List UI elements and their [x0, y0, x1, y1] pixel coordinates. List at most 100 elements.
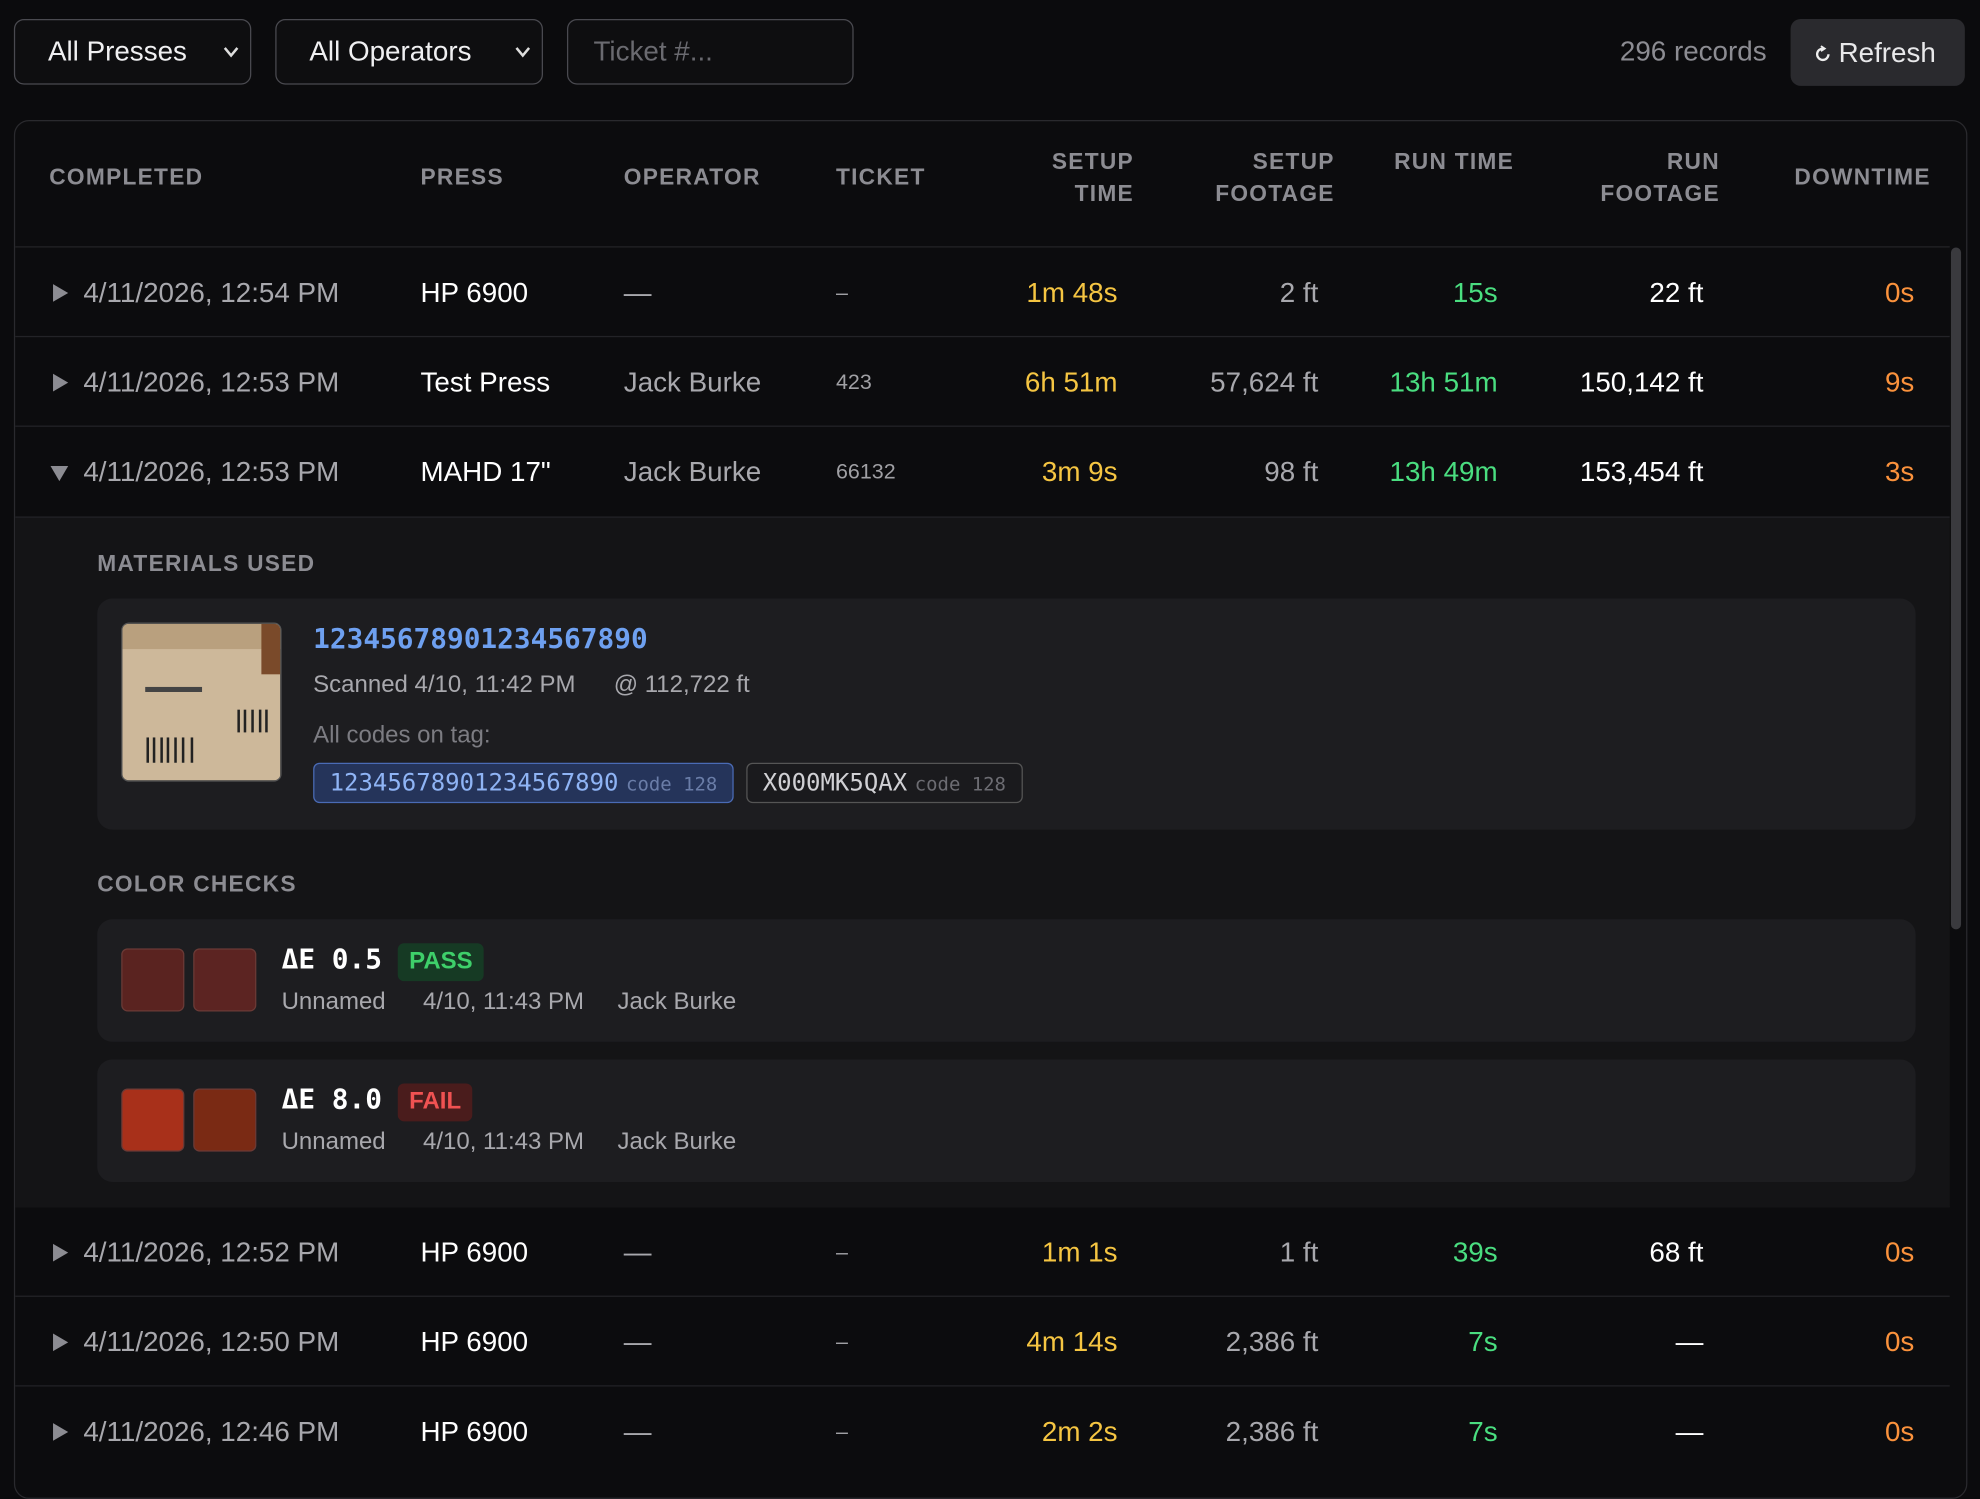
operator-filter[interactable]: All Operators [275, 18, 543, 85]
swatch-target [121, 1088, 185, 1152]
cell: – [835, 1240, 848, 1265]
record-count: 296 records [1619, 35, 1767, 67]
cell: Jack Burke [623, 366, 762, 398]
cell: 4/11/2026, 12:46 PM [83, 1415, 340, 1448]
cell: 15s [1452, 276, 1498, 309]
cell: 13h 49m [1389, 455, 1498, 488]
cell: – [835, 1419, 848, 1444]
cell: 13h 51m [1389, 366, 1498, 398]
ticket-input[interactable]: Ticket #... [566, 18, 854, 85]
check-name: Unnamed [281, 988, 386, 1016]
cell: 2,386 ft [1225, 1325, 1319, 1358]
select-label: All Operators [309, 35, 472, 67]
runs-table: COMPLETED PRESS OPERATOR TICKET SETUP TIME SE… [13, 119, 1968, 1499]
color-check-card: ΔE 8.0 FAIL Unnamed 4/10, 11:43 PM Jack Burk… [97, 1059, 1916, 1182]
expand-arrow [53, 1333, 69, 1352]
status-badge: PASS [397, 943, 485, 982]
cell: 150,142 ft [1579, 366, 1704, 398]
check-time: 4/10, 11:43 PM [423, 1128, 584, 1156]
scrollbar [1950, 247, 1962, 930]
cell: 1m 1s [1041, 1236, 1118, 1268]
cell: 9s [1884, 366, 1915, 398]
cell: 22 ft [1649, 276, 1704, 309]
run-row[interactable]: 4/11/2026, 12:46 PM HP 6900 — – 2m 2s 2,386 f… [15, 1385, 1950, 1476]
refresh-icon [1815, 45, 1830, 62]
chip-code: 12345678901234567890 [329, 769, 619, 797]
material-card: 12345678901234567890 Scanned 4/10, 11:42 … [97, 598, 1916, 830]
expand-arrow [50, 465, 69, 482]
cell: 4/11/2026, 12:53 PM [83, 455, 340, 488]
cell: 3m 9s [1041, 455, 1118, 488]
swatch-measured [193, 948, 257, 1012]
cell: 4/11/2026, 12:53 PM [83, 366, 340, 398]
color-check-card: ΔE 0.5 PASS Unnamed 4/10, 11:43 PM Jack Burk… [97, 919, 1916, 1042]
run-row[interactable]: 4/11/2026, 12:50 PM HP 6900 — – 4m 14s 2,386 … [15, 1295, 1950, 1387]
run-row[interactable]: 4/11/2026, 12:54 PM HP 6900 — – 1m 48s 2 ft 15… [15, 246, 1950, 337]
cell: 98 ft [1264, 455, 1319, 488]
scanned-at: Scanned 4/10, 11:42 PM [313, 671, 576, 699]
cell: 0s [1884, 276, 1915, 309]
cell: — [623, 1415, 652, 1448]
code-chip[interactable]: X000MK5QAX code 128 [746, 762, 1023, 804]
chevron [223, 47, 239, 58]
refresh-button[interactable]: Refresh [1790, 18, 1965, 86]
cell: MAHD 17" [420, 455, 551, 488]
press-filter[interactable]: All Presses [13, 18, 252, 85]
status-badge: FAIL [397, 1083, 473, 1122]
cell: 1m 48s [1026, 276, 1118, 309]
photo-art [122, 623, 281, 781]
code-chip[interactable]: 12345678901234567890 code 128 [313, 762, 734, 804]
check-operator: Jack Burke [617, 1128, 737, 1156]
chip-code: X000MK5QAX [762, 769, 908, 797]
column-header: DOWNTIME [1794, 164, 1931, 190]
cell: 1 ft [1279, 1236, 1319, 1268]
check-operator: Jack Burke [617, 988, 737, 1016]
refresh-label: Refresh [1838, 36, 1936, 69]
row-details: MATERIALS USED 12345678901234567890 Scanne… [15, 516, 1950, 1208]
cell: — [623, 276, 652, 309]
cell: 3s [1884, 455, 1915, 488]
column-header: RUN TIME [1394, 149, 1515, 175]
run-row[interactable]: 4/11/2026, 12:52 PM HP 6900 — – 1m 1s 1 ft 39s… [15, 1205, 1950, 1297]
column-header: COMPLETED [49, 164, 204, 190]
cell: 0s [1884, 1236, 1915, 1268]
cell: 0s [1884, 1415, 1915, 1448]
material-photo [121, 622, 282, 782]
cell: — [623, 1325, 652, 1358]
swatch-measured [193, 1088, 257, 1152]
column-header: TICKET [835, 164, 926, 190]
cell: 4/11/2026, 12:50 PM [83, 1325, 340, 1358]
delta-e: ΔE 0.5 [281, 944, 382, 977]
scan-footage: @ 112,722 ft [613, 671, 750, 699]
expand-arrow [53, 1423, 69, 1441]
column-header: SETUP TIME [1051, 149, 1134, 206]
cell: 423 [835, 369, 872, 394]
cell: – [835, 1329, 848, 1354]
material-code: 12345678901234567890 [313, 623, 648, 656]
cell: HP 6900 [420, 1236, 529, 1268]
chevron [515, 47, 531, 58]
cell: — [1675, 1325, 1704, 1358]
codes-label: All codes on tag: [313, 722, 491, 749]
cell: HP 6900 [420, 1325, 529, 1358]
cell: 2 ft [1279, 276, 1319, 309]
cell: 39s [1452, 1236, 1498, 1268]
placeholder: Ticket #... [593, 35, 713, 67]
swatch-target [121, 948, 185, 1012]
section-title: COLOR CHECKS [97, 871, 297, 897]
cell: 66132 [835, 459, 896, 484]
cell: 68 ft [1649, 1236, 1704, 1268]
cell: 153,454 ft [1579, 455, 1704, 488]
run-row[interactable]: 4/11/2026, 12:53 PM Test Press Jack Burke 4… [15, 335, 1950, 427]
column-header: RUN FOOTAGE [1600, 149, 1720, 206]
cell: 6h 51m [1024, 366, 1118, 398]
cell: Jack Burke [623, 455, 762, 488]
cell: 4/11/2026, 12:54 PM [83, 276, 340, 309]
cell: 7s [1468, 1325, 1498, 1358]
delta-e: ΔE 8.0 [281, 1084, 382, 1117]
cell: — [623, 1236, 652, 1268]
chip-type: code 128 [914, 772, 1006, 796]
run-row[interactable]: 4/11/2026, 12:53 PM MAHD 17" Jack Burke 661… [15, 425, 1950, 517]
